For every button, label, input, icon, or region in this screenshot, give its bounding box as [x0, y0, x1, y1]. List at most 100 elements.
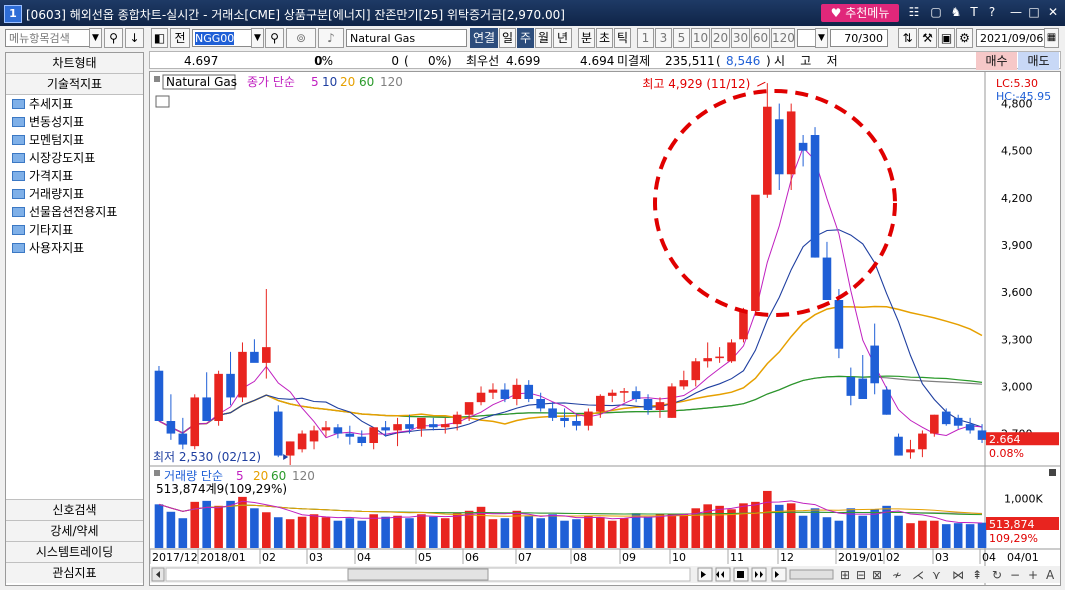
candle-body[interactable] [679, 380, 689, 387]
channel-icon[interactable]: ⋈ [952, 568, 964, 582]
candle-body[interactable] [154, 370, 164, 421]
candle-body[interactable] [250, 351, 259, 363]
volume-bar[interactable] [262, 512, 271, 548]
calendar-icon[interactable]: ▦ [1044, 28, 1059, 48]
volume-bar[interactable] [452, 513, 462, 548]
candle-body[interactable] [273, 411, 283, 456]
line-tool-icon[interactable]: ≁ [892, 568, 902, 582]
indicator-settings-icon[interactable]: ⇅ [898, 28, 917, 48]
bull-bear-button[interactable]: 강세/약세 [6, 520, 143, 541]
indicator-folder-item[interactable]: 추세지표 [6, 95, 143, 113]
volume-bar[interactable] [333, 520, 343, 548]
candle-body[interactable] [822, 257, 832, 300]
volume-bar[interactable] [357, 520, 367, 548]
candle-body[interactable] [584, 411, 593, 426]
volume-bar[interactable] [607, 520, 617, 548]
minimize-icon[interactable]: — [1010, 5, 1022, 19]
volume-bar[interactable] [643, 516, 653, 548]
font-icon[interactable]: T [970, 5, 978, 19]
candle-body[interactable] [548, 408, 557, 418]
volume-bar[interactable] [536, 518, 545, 548]
candle-body[interactable] [977, 430, 987, 440]
volume-bar[interactable] [202, 500, 211, 548]
chart-type-header[interactable]: 차트형태 [6, 53, 143, 74]
volume-bar[interactable] [214, 505, 223, 548]
volume-bar[interactable] [250, 508, 259, 548]
volume-bar[interactable] [178, 518, 188, 548]
menu-search-input[interactable]: 메뉴항목검색 [5, 29, 93, 47]
save-icon[interactable]: ▣ [938, 28, 955, 48]
period-minute-tab[interactable]: 분 [578, 28, 595, 48]
maximize-icon[interactable]: □ [1028, 5, 1040, 19]
volume-bar[interactable] [965, 524, 975, 548]
candle-body[interactable] [941, 411, 951, 425]
volume-bar[interactable] [667, 514, 677, 548]
window-tile-icon[interactable]: ▢ [930, 5, 942, 19]
candle-body[interactable] [297, 433, 307, 450]
all-button[interactable]: 전 [170, 28, 190, 48]
chart-layout-icon[interactable]: ◧ [151, 28, 168, 48]
volume-bar[interactable] [512, 510, 522, 548]
indicator-folder-item[interactable]: 선물옵션전용지표 [6, 203, 143, 221]
candle-body[interactable] [321, 427, 331, 431]
volume-bar[interactable] [918, 520, 927, 548]
technical-indicators-header[interactable]: 기술적지표 [6, 74, 143, 95]
candle-body[interactable] [655, 402, 665, 410]
system-trading-button[interactable]: 시스템트레이딩 [6, 541, 143, 562]
interval-30-button[interactable]: 30 [731, 28, 750, 48]
candle-body[interactable] [488, 389, 498, 393]
candle-body[interactable] [429, 424, 438, 428]
candle-body[interactable] [405, 424, 414, 429]
candle-body[interactable] [440, 424, 450, 428]
period-year-tab[interactable]: 년 [553, 28, 572, 48]
candle-body[interactable] [214, 373, 223, 421]
volume-bar[interactable] [751, 501, 760, 548]
volume-bar[interactable] [894, 515, 903, 548]
indicator-folder-item[interactable]: 시장강도지표 [6, 149, 143, 167]
interval-120-button[interactable]: 120 [771, 28, 795, 48]
volume-bar[interactable] [691, 508, 701, 548]
volume-bar[interactable] [703, 504, 712, 548]
volume-bar[interactable] [476, 506, 486, 548]
volume-bar[interactable] [882, 505, 891, 548]
volume-bar[interactable] [190, 501, 200, 548]
zoom-in-icon[interactable]: ⊞ [840, 568, 850, 582]
candle-body[interactable] [715, 356, 724, 359]
volume-bar[interactable] [596, 517, 605, 548]
grid-toggle-icon[interactable] [155, 95, 170, 108]
period-second-tab[interactable]: 초 [596, 28, 613, 48]
candle-body[interactable] [774, 119, 784, 175]
volume-bar[interactable] [906, 523, 915, 548]
pin-icon[interactable]: ♞ [950, 5, 962, 19]
volume-bar[interactable] [679, 514, 689, 548]
chevron-down-icon[interactable]: ▼ [89, 28, 102, 48]
candle-body[interactable] [524, 384, 534, 399]
volume-bar[interactable] [285, 519, 295, 548]
interval-20-button[interactable]: 20 [711, 28, 730, 48]
plus-icon[interactable]: + [1028, 568, 1038, 582]
candle-body[interactable] [262, 347, 271, 363]
volume-bar[interactable] [309, 514, 319, 548]
download-icon[interactable]: ↓ [125, 28, 144, 48]
crosshair-icon[interactable]: ⊠ [872, 568, 882, 582]
price-chart-svg[interactable]: 4,8004,5004,2003,9003,6003,3003,0002,700… [149, 72, 1060, 585]
price-pane[interactable] [150, 72, 985, 467]
indicator-folder-item[interactable]: 변동성지표 [6, 113, 143, 131]
volume-bar[interactable] [166, 511, 176, 548]
candle-body[interactable] [870, 345, 879, 384]
candle-body[interactable] [930, 414, 939, 434]
symbol-code-input[interactable]: NGG00 [192, 29, 252, 47]
candle-body[interactable] [798, 142, 808, 151]
gear-icon[interactable]: ⚙ [956, 28, 973, 48]
compare-icon[interactable]: ⊟ [856, 568, 866, 582]
volume-bar[interactable] [154, 504, 164, 548]
volume-bar[interactable] [369, 514, 378, 548]
indicator-folder-item[interactable]: 거래량지표 [6, 185, 143, 203]
volume-bar[interactable] [572, 519, 581, 548]
interval-3-button[interactable]: 3 [655, 28, 672, 48]
volume-bar[interactable] [822, 517, 832, 548]
volume-bar[interactable] [393, 515, 402, 548]
candle-body[interactable] [763, 106, 772, 195]
recommend-menu-button[interactable]: ♥ 추천메뉴 [821, 4, 899, 22]
compare-icon[interactable]: ⊚ [286, 28, 316, 48]
